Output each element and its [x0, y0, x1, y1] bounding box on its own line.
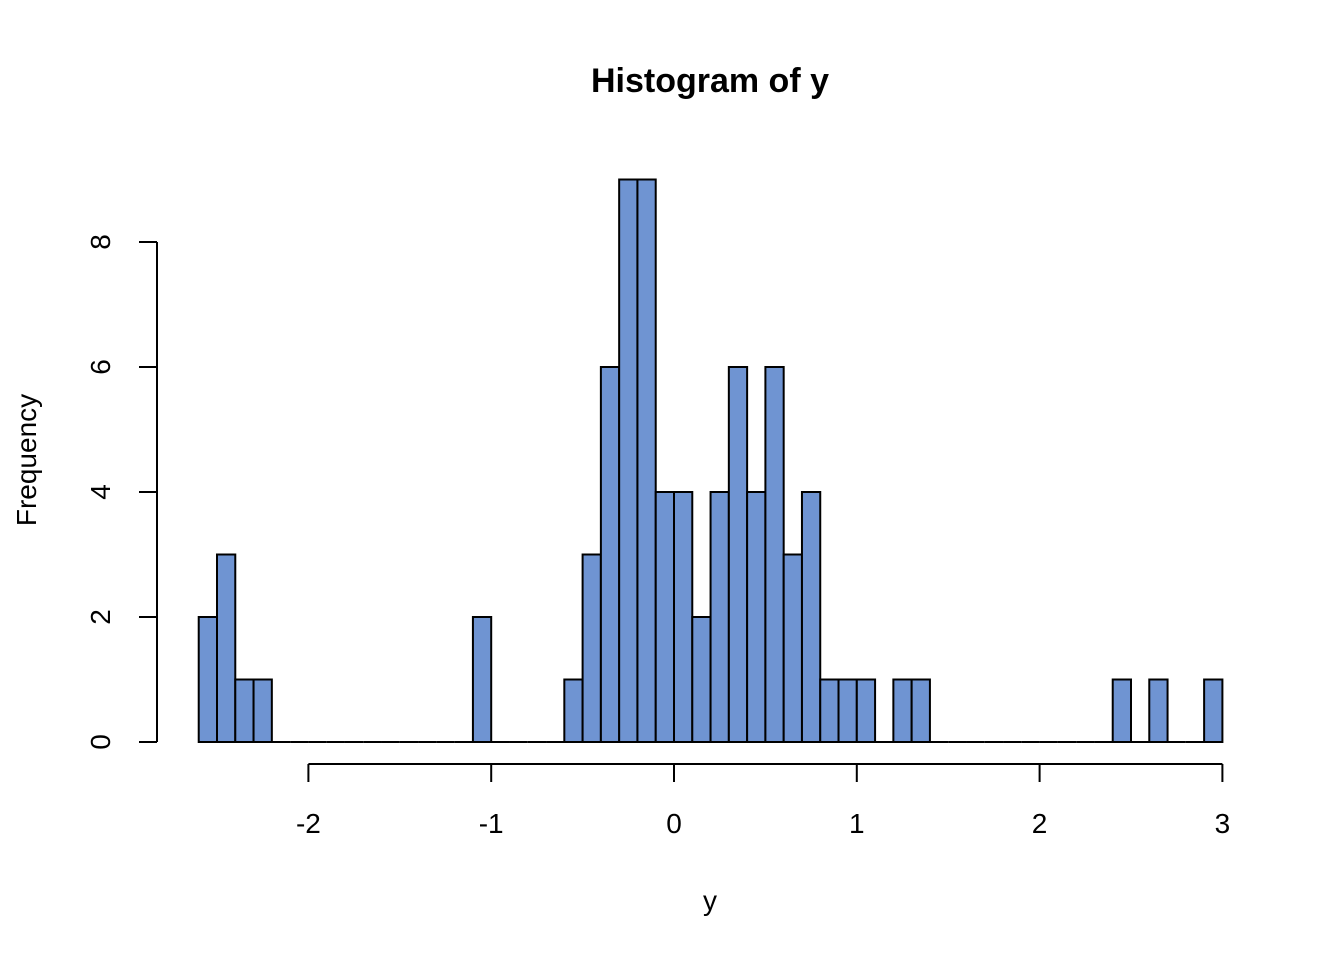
- histogram-bar: [581, 553, 602, 743]
- histogram-bar: [819, 678, 840, 743]
- x-tick-label: -1: [479, 808, 504, 839]
- histogram-bar: [234, 678, 255, 743]
- histogram-bar: [782, 553, 803, 743]
- histogram-bar: [764, 366, 785, 743]
- histogram-bar: [1148, 678, 1169, 743]
- histogram-bar: [599, 366, 621, 743]
- x-tick-label: -2: [296, 808, 321, 839]
- histogram-bar: [855, 678, 877, 743]
- x-tick-label: 3: [1215, 808, 1231, 839]
- y-tick-label: 2: [85, 609, 116, 625]
- y-axis-label: Frequency: [11, 394, 42, 526]
- x-axis: -2 -1 0 1 2 3: [296, 763, 1231, 839]
- x-tick-label: 0: [666, 808, 682, 839]
- histogram-bar: [892, 678, 913, 743]
- histogram-bar: [727, 366, 749, 743]
- chart-title: Histogram of y: [591, 62, 829, 100]
- histogram-bar: [618, 178, 639, 743]
- histogram-bar: [1203, 678, 1224, 743]
- x-tick-label: 2: [1032, 808, 1048, 839]
- x-tick-label: 1: [849, 808, 865, 839]
- histogram-bar: [563, 678, 584, 743]
- histogram-bar: [709, 491, 730, 743]
- histogram-bar: [1111, 678, 1132, 743]
- histogram-bar: [197, 616, 219, 743]
- histogram-bar: [654, 491, 675, 743]
- y-axis: 0 2 4 6 8: [85, 234, 158, 750]
- bars-group: [197, 178, 1224, 743]
- histogram-bar: [216, 553, 237, 743]
- histogram-bar: [471, 616, 493, 743]
- y-tick-label: 4: [85, 484, 116, 500]
- y-tick-label: 8: [85, 234, 116, 250]
- histogram-bar: [910, 678, 931, 743]
- histogram-bar: [636, 178, 657, 743]
- histogram-bar: [800, 491, 822, 743]
- histogram-bar: [673, 491, 694, 743]
- y-tick-label: 0: [85, 734, 116, 750]
- histogram-bar: [837, 678, 858, 743]
- histogram-bar: [252, 678, 273, 743]
- histogram-bar: [691, 616, 712, 743]
- y-tick-label: 6: [85, 359, 116, 375]
- histogram-bar: [746, 491, 767, 743]
- x-axis-label: y: [703, 885, 717, 916]
